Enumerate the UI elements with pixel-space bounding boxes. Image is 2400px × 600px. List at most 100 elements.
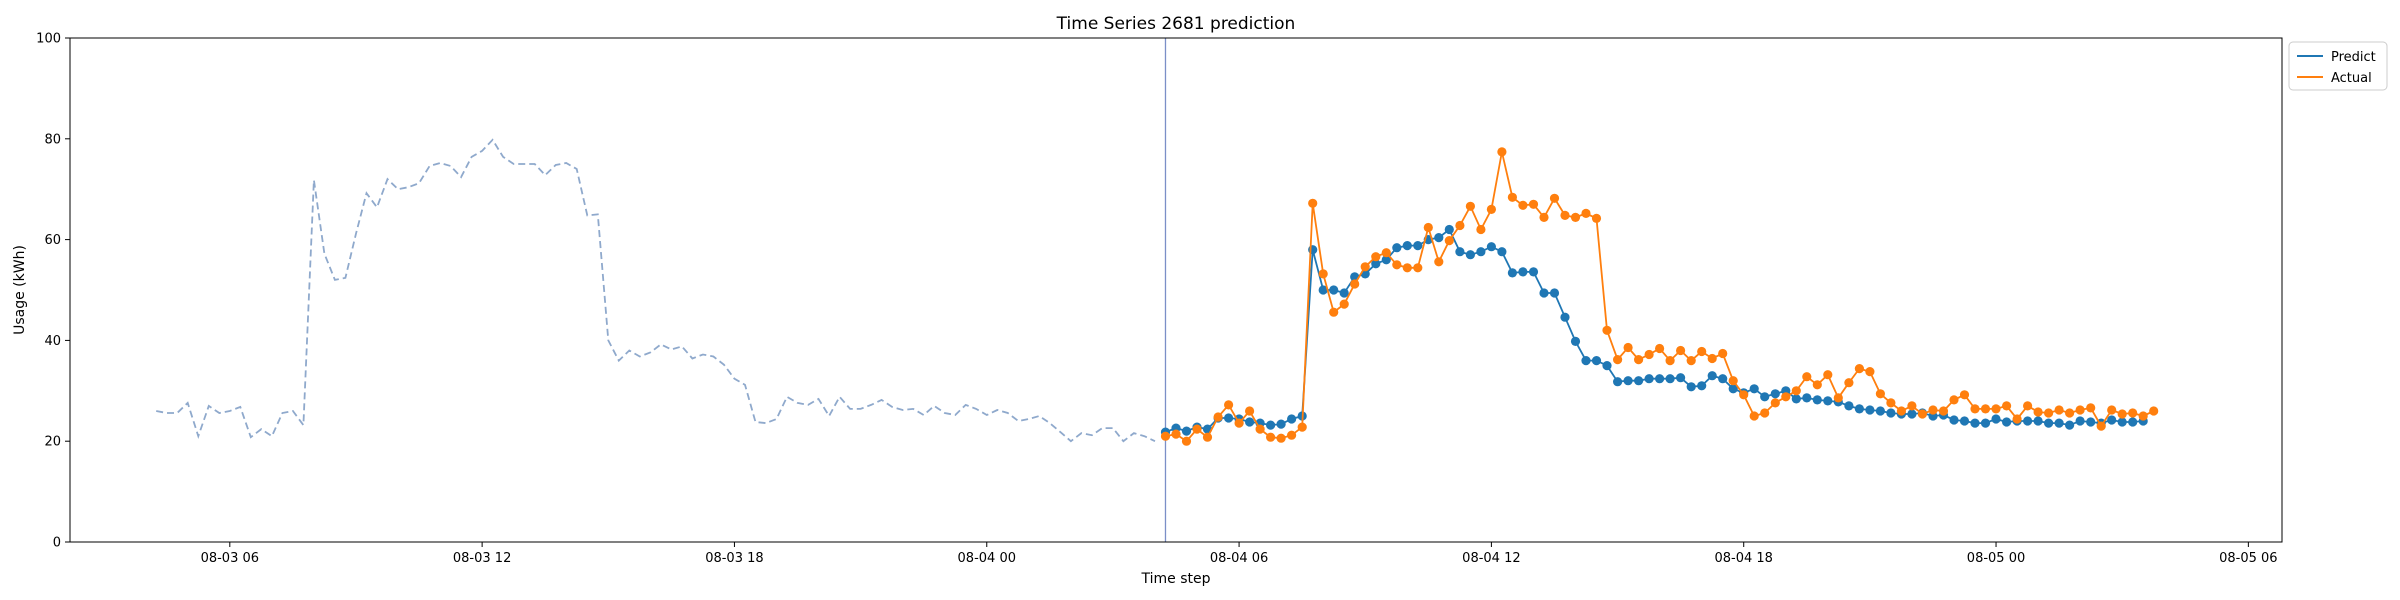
predict-point: [2128, 417, 2138, 427]
predict-point: [1665, 374, 1675, 384]
predict-point: [2075, 416, 2085, 426]
actual-point: [1833, 393, 1843, 403]
x-tick-label: 08-04 00: [958, 551, 1016, 566]
actual-point: [1329, 307, 1339, 317]
predict-point: [1455, 247, 1465, 257]
actual-point: [1718, 348, 1728, 359]
predict-point: [1581, 356, 1591, 366]
actual-point: [1297, 422, 1307, 432]
actual-point: [1381, 248, 1391, 258]
actual-point: [1308, 198, 1318, 208]
actual-point: [1371, 252, 1381, 262]
predict-point: [1371, 259, 1381, 269]
actual-point: [1234, 418, 1244, 428]
y-axis-label: Usage (kWh): [12, 245, 28, 335]
actual-point: [1160, 431, 1171, 441]
predict-point: [2023, 416, 2033, 426]
predict-point: [1686, 382, 1696, 392]
actual-point: [1570, 212, 1581, 222]
actual-point: [2054, 405, 2064, 415]
actual-point: [1476, 224, 1486, 235]
y-tick-label: 100: [36, 32, 61, 47]
actual-point: [1655, 343, 1665, 354]
predict-point: [1970, 418, 1980, 428]
actual-point: [1644, 349, 1654, 360]
predict-point: [1276, 419, 1286, 429]
x-tick-label: 08-04 12: [1462, 551, 1520, 566]
actual-point: [1339, 299, 1349, 309]
x-tick-label: 08-03 06: [201, 551, 259, 566]
y-tick-label: 60: [44, 233, 61, 248]
actual-point: [1224, 400, 1234, 410]
predict-point: [2117, 417, 2127, 427]
actual-point: [1539, 212, 1549, 222]
actual-point: [1423, 222, 1433, 233]
predict-point: [1602, 361, 1612, 371]
predict-point: [1497, 247, 1507, 257]
predict-point: [1329, 285, 1339, 295]
actual-point: [2128, 408, 2138, 418]
predict-point: [1613, 377, 1623, 387]
predict-point: [1591, 356, 1602, 366]
predict-point: [1875, 406, 1885, 416]
predict-point: [1518, 267, 1528, 277]
actual-point: [1844, 378, 1854, 388]
predict-point: [2086, 417, 2096, 427]
y-tick-label: 0: [53, 536, 61, 551]
actual-point: [1770, 398, 1780, 408]
actual-point: [1707, 353, 1717, 364]
actual-point: [1276, 433, 1286, 443]
actual-point: [1970, 404, 1980, 414]
actual-point: [2044, 408, 2054, 418]
predict-point: [1266, 420, 1276, 430]
predict-point: [2002, 417, 2012, 427]
actual-point: [1528, 199, 1539, 209]
actual-point: [1823, 370, 1833, 380]
actual-point: [2033, 407, 2043, 417]
actual-point: [1181, 436, 1192, 446]
actual-point: [2096, 421, 2106, 431]
actual-point: [2138, 411, 2148, 421]
predict-point: [1181, 426, 1192, 436]
x-tick-label: 08-03 18: [705, 551, 763, 566]
actual-point: [2086, 403, 2096, 413]
actual-point: [1560, 210, 1570, 220]
actual-point: [1171, 429, 1181, 439]
actual-point: [1266, 432, 1276, 442]
predict-point: [1949, 415, 1959, 425]
predict-point: [1791, 394, 1801, 404]
actual-point: [2117, 409, 2127, 419]
actual-point: [1245, 406, 1255, 416]
plot-frame: [69, 37, 2283, 543]
actual-point: [2012, 414, 2022, 424]
actual-point: [1749, 411, 1759, 421]
predict-point: [1287, 414, 1297, 424]
actual-point: [1434, 257, 1444, 267]
predict-point: [1854, 404, 1864, 414]
actual-point: [1886, 398, 1896, 408]
predict-point: [2065, 420, 2075, 430]
actual-point: [1623, 342, 1633, 353]
predict-point: [1318, 285, 1328, 295]
predict-point: [1402, 241, 1412, 251]
x-axis-label: Time step: [1141, 571, 1211, 587]
y-tick-label: 20: [44, 435, 61, 450]
predict-point: [1245, 417, 1255, 427]
predict-point: [1413, 241, 1423, 251]
x-tick-label: 08-04 18: [1714, 551, 1772, 566]
actual-point: [1497, 147, 1507, 157]
predict-point: [1707, 371, 1717, 381]
predict-point: [1476, 247, 1486, 257]
predict-point: [1697, 381, 1707, 391]
predict-point: [1539, 288, 1549, 298]
actual-point: [1634, 355, 1644, 365]
actual-point: [1455, 220, 1465, 231]
actual-point: [2075, 405, 2085, 415]
actual-point: [1192, 424, 1202, 434]
predict-point: [1549, 288, 1560, 298]
predict-point: [1224, 413, 1234, 423]
predict-point: [1823, 396, 1833, 406]
actual-point: [1728, 376, 1738, 386]
actual-point: [2107, 405, 2117, 415]
predict-point: [1718, 374, 1728, 384]
